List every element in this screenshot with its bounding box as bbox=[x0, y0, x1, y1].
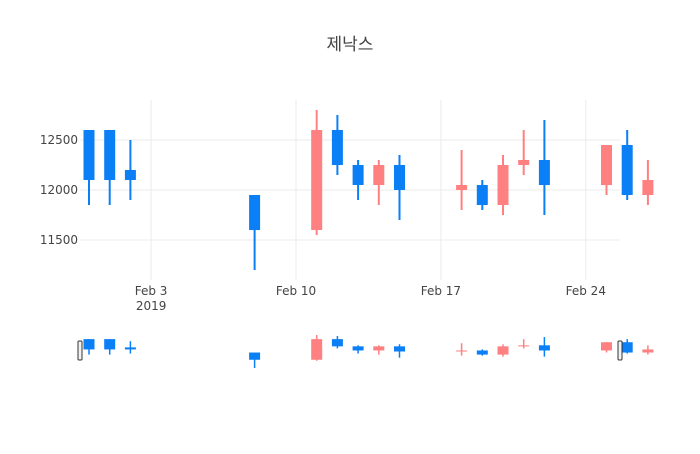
slider-candle-body bbox=[538, 345, 550, 351]
slider-candle bbox=[518, 339, 530, 349]
candle-body bbox=[621, 145, 633, 195]
slider-candle-body bbox=[456, 350, 468, 352]
candle-body bbox=[456, 185, 468, 190]
candle-body bbox=[373, 165, 385, 185]
candle-body bbox=[497, 165, 509, 205]
slider-candle-body bbox=[394, 346, 405, 352]
range-slider-left-handle[interactable] bbox=[77, 340, 83, 361]
candle-body bbox=[331, 130, 343, 165]
candle[interactable] bbox=[538, 120, 550, 215]
slider-candle-body bbox=[476, 350, 488, 355]
candle[interactable] bbox=[104, 130, 116, 205]
slider-candle-body bbox=[249, 352, 261, 360]
candle-body bbox=[518, 160, 530, 165]
slider-candle bbox=[331, 336, 343, 349]
slider-candle-body bbox=[497, 346, 509, 355]
slider-candle bbox=[456, 343, 468, 356]
slider-candle bbox=[373, 345, 385, 355]
slider-candle bbox=[83, 339, 95, 355]
candle[interactable] bbox=[373, 160, 385, 205]
candle[interactable] bbox=[331, 115, 343, 175]
slider-candle-body bbox=[124, 347, 136, 350]
candle[interactable] bbox=[311, 110, 323, 235]
candle[interactable] bbox=[621, 130, 633, 200]
candle-body bbox=[352, 165, 364, 185]
slider-candle-body bbox=[601, 342, 612, 351]
candle[interactable] bbox=[476, 180, 488, 210]
slider-candle bbox=[476, 349, 488, 356]
candle-body bbox=[476, 185, 488, 205]
slider-candle-body bbox=[373, 346, 385, 351]
candle-body bbox=[104, 130, 116, 180]
candle-body bbox=[601, 145, 612, 185]
slider-candle bbox=[497, 344, 509, 357]
y-tick-label: 11500 bbox=[40, 233, 78, 247]
candle-body bbox=[83, 130, 95, 180]
candle[interactable] bbox=[394, 155, 405, 220]
y-tick-label: 12000 bbox=[40, 183, 78, 197]
x-tick-label: Feb 17 bbox=[421, 284, 461, 298]
slider-candle-body bbox=[83, 339, 95, 350]
chart-title: 제낙스 bbox=[327, 35, 374, 55]
slider-candle-body bbox=[352, 346, 364, 351]
candle[interactable] bbox=[249, 195, 261, 270]
candle-body bbox=[642, 180, 654, 195]
slider-candle bbox=[352, 345, 364, 354]
candle[interactable] bbox=[518, 130, 530, 175]
slider-candle-body bbox=[642, 349, 654, 353]
slider-candle bbox=[249, 352, 261, 368]
slider-candle bbox=[104, 339, 116, 355]
x-tick-label: Feb 10 bbox=[276, 284, 316, 298]
y-tick-label: 12500 bbox=[40, 133, 78, 147]
candle[interactable] bbox=[83, 130, 95, 205]
candle[interactable] bbox=[601, 145, 612, 195]
slider-candle-body bbox=[104, 339, 116, 350]
grid-layer bbox=[80, 100, 620, 280]
range-slider[interactable] bbox=[77, 335, 654, 368]
x-tick-label: Feb 24 bbox=[566, 284, 606, 298]
candle-body bbox=[394, 165, 405, 190]
range-slider-right-handle[interactable] bbox=[617, 340, 623, 361]
candle-body bbox=[538, 160, 550, 185]
candle-body bbox=[124, 170, 136, 180]
slider-candle bbox=[642, 345, 654, 355]
candle-body bbox=[311, 130, 323, 230]
slider-candle bbox=[621, 339, 633, 354]
slider-candle bbox=[394, 344, 405, 358]
candle[interactable] bbox=[456, 150, 468, 210]
x-tick-label: Feb 3 bbox=[135, 284, 168, 298]
x-tick-year-label: 2019 bbox=[136, 299, 167, 313]
candle[interactable] bbox=[124, 140, 136, 200]
slider-candle-body bbox=[518, 345, 530, 347]
candle[interactable] bbox=[642, 160, 654, 205]
slider-candle bbox=[124, 341, 136, 354]
slider-candle-body bbox=[621, 342, 633, 353]
slider-candle bbox=[538, 337, 550, 357]
candle-body bbox=[249, 195, 261, 230]
candles-layer bbox=[83, 110, 654, 270]
slider-candle-body bbox=[311, 339, 323, 360]
slider-candle bbox=[601, 342, 612, 353]
candle[interactable] bbox=[352, 160, 364, 200]
slider-candle-body bbox=[331, 339, 343, 347]
slider-candle bbox=[311, 335, 323, 361]
candle[interactable] bbox=[497, 155, 509, 215]
